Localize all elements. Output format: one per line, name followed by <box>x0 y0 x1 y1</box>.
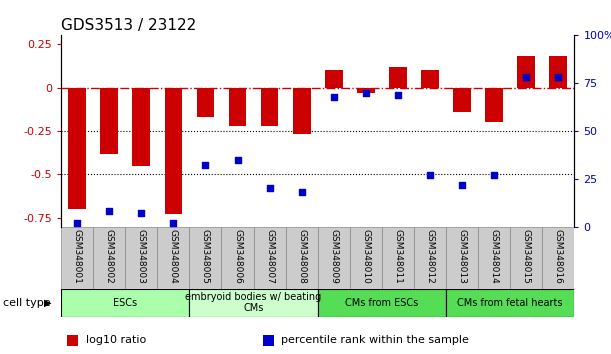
Bar <box>229 87 246 126</box>
Bar <box>261 87 279 126</box>
Bar <box>421 70 439 87</box>
Point <box>265 185 274 191</box>
Text: ▶: ▶ <box>44 298 51 308</box>
Text: GSM348016: GSM348016 <box>554 229 563 284</box>
Text: CMs from ESCs: CMs from ESCs <box>345 298 419 308</box>
Bar <box>93 227 125 289</box>
Bar <box>125 227 158 289</box>
Bar <box>285 227 318 289</box>
Text: embryoid bodies w/ beating
CMs: embryoid bodies w/ beating CMs <box>186 292 321 314</box>
Text: percentile rank within the sample: percentile rank within the sample <box>281 335 469 345</box>
Bar <box>414 227 446 289</box>
Point <box>361 90 371 96</box>
Text: GSM348014: GSM348014 <box>489 229 499 284</box>
Bar <box>197 87 214 117</box>
Bar <box>446 289 574 317</box>
Point <box>136 210 146 216</box>
Bar <box>325 70 343 87</box>
Bar <box>61 289 189 317</box>
Text: cell type: cell type <box>3 298 51 308</box>
Text: CMs from fetal hearts: CMs from fetal hearts <box>458 298 563 308</box>
Bar <box>389 67 407 87</box>
Point <box>200 162 210 168</box>
Bar <box>293 87 310 135</box>
Bar <box>349 227 382 289</box>
Point <box>104 209 114 214</box>
Text: GSM348011: GSM348011 <box>393 229 403 284</box>
Bar <box>446 227 478 289</box>
Point <box>521 75 531 80</box>
Bar <box>100 87 118 154</box>
Bar <box>510 227 543 289</box>
Text: GSM348001: GSM348001 <box>73 229 82 284</box>
Text: ESCs: ESCs <box>113 298 137 308</box>
Text: GSM348004: GSM348004 <box>169 229 178 284</box>
Bar <box>382 227 414 289</box>
Text: GSM348007: GSM348007 <box>265 229 274 284</box>
Bar <box>164 87 182 215</box>
Text: GDS3513 / 23122: GDS3513 / 23122 <box>61 18 196 33</box>
Bar <box>549 56 567 87</box>
Point <box>393 92 403 97</box>
Point <box>457 182 467 187</box>
Bar <box>68 87 86 209</box>
Text: GSM348009: GSM348009 <box>329 229 338 284</box>
Text: GSM348002: GSM348002 <box>104 229 114 284</box>
Bar <box>453 87 471 112</box>
Bar <box>61 227 93 289</box>
Text: log10 ratio: log10 ratio <box>86 335 146 345</box>
Text: GSM348008: GSM348008 <box>297 229 306 284</box>
Point <box>329 94 338 99</box>
Bar <box>254 227 285 289</box>
Point <box>72 220 82 225</box>
Bar <box>518 56 535 87</box>
Bar <box>221 227 254 289</box>
Bar <box>485 87 503 122</box>
Bar <box>357 87 375 93</box>
Point <box>554 75 563 80</box>
Bar <box>189 227 221 289</box>
Bar <box>318 289 446 317</box>
Point <box>489 172 499 178</box>
Point <box>233 157 243 162</box>
Text: GSM348012: GSM348012 <box>425 229 434 284</box>
Bar <box>478 227 510 289</box>
Bar <box>189 289 318 317</box>
Text: GSM348010: GSM348010 <box>361 229 370 284</box>
Bar <box>133 87 150 166</box>
Text: GSM348006: GSM348006 <box>233 229 242 284</box>
Text: GSM348015: GSM348015 <box>522 229 531 284</box>
Point <box>297 189 307 195</box>
Text: GSM348013: GSM348013 <box>458 229 467 284</box>
Bar <box>543 227 574 289</box>
Bar <box>318 227 349 289</box>
Bar <box>158 227 189 289</box>
Text: GSM348005: GSM348005 <box>201 229 210 284</box>
Point <box>425 172 435 178</box>
Text: GSM348003: GSM348003 <box>137 229 146 284</box>
Point <box>169 220 178 225</box>
